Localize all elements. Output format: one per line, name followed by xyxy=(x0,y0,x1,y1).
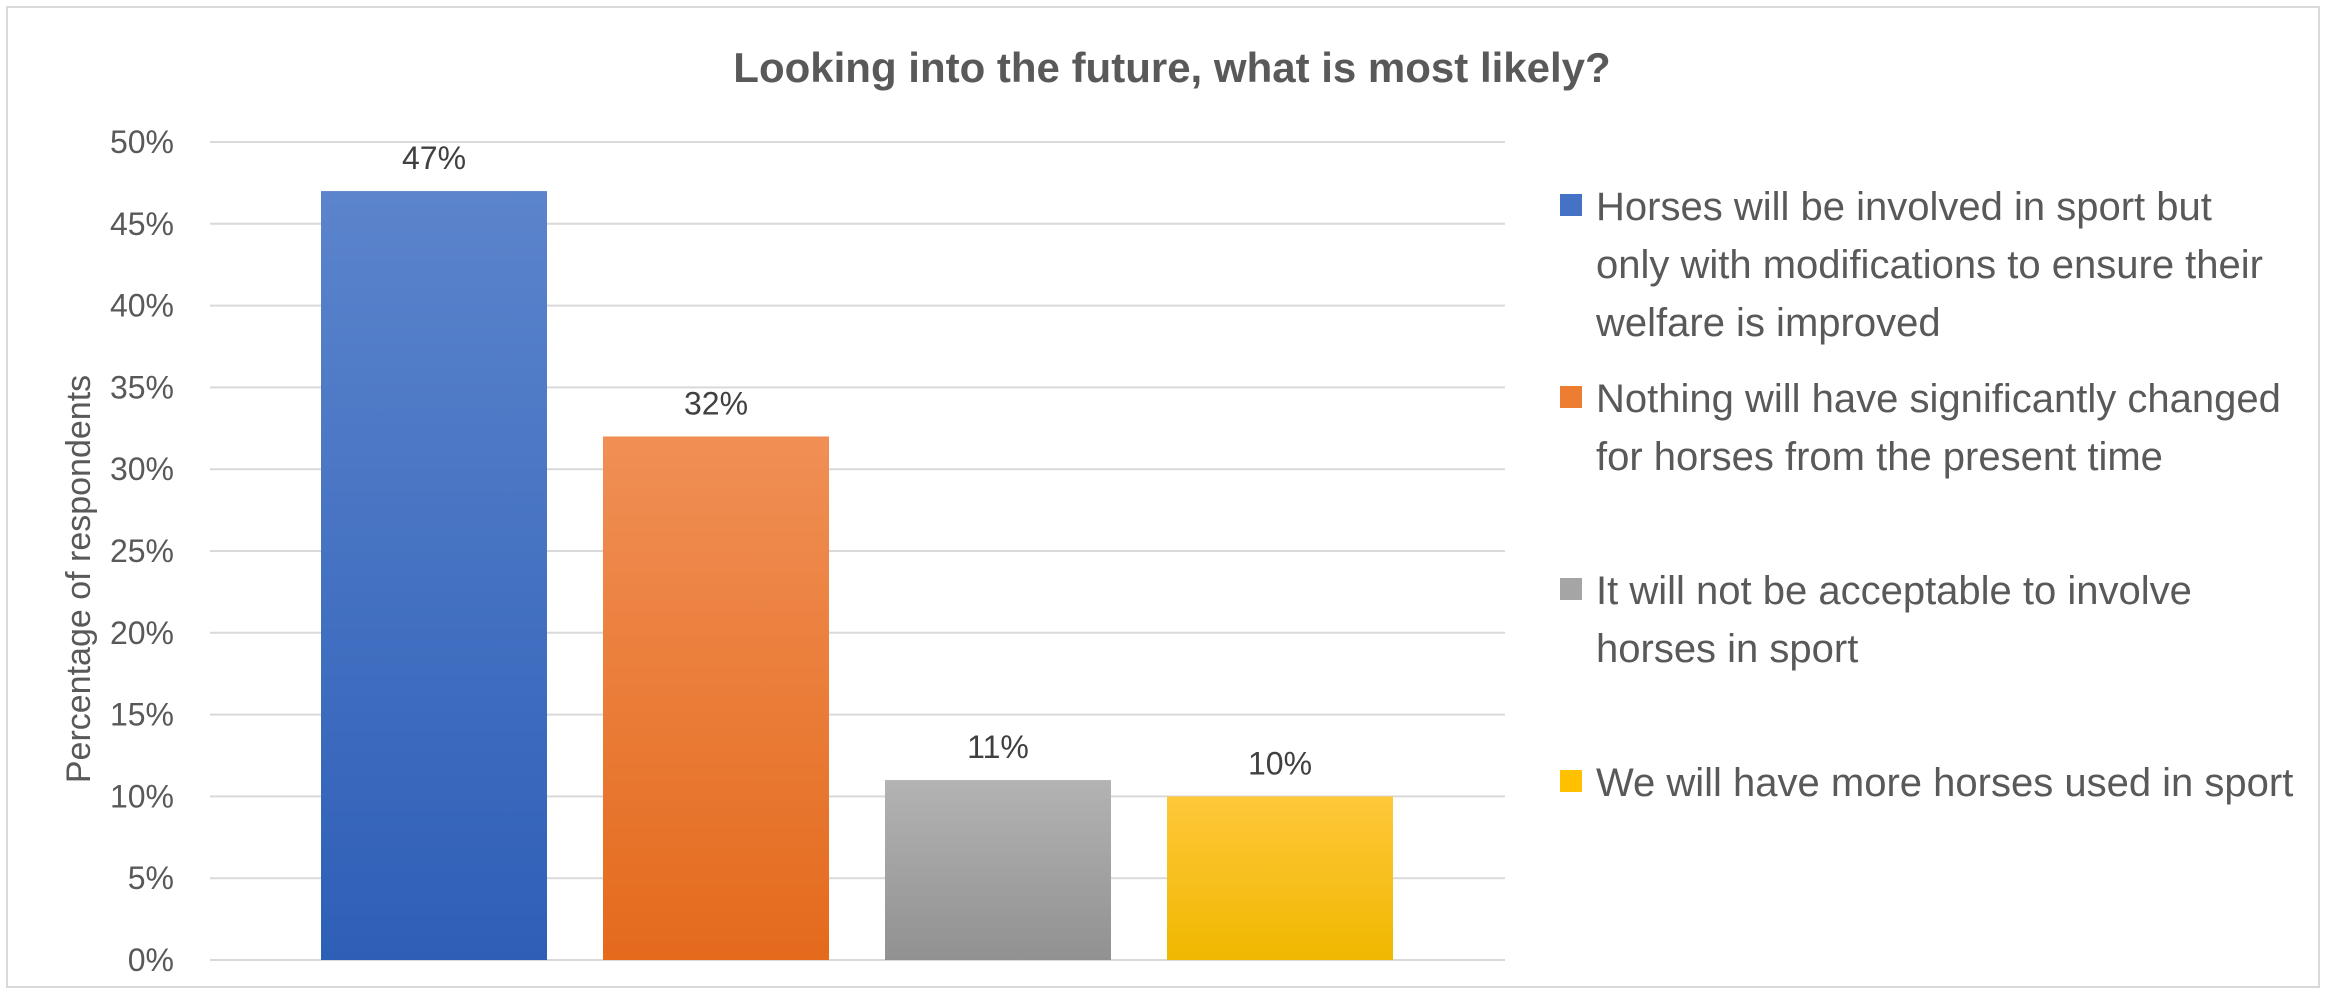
bar-1 xyxy=(321,191,547,960)
y-tick-label: 15% xyxy=(110,697,174,733)
y-tick-label: 30% xyxy=(110,451,174,487)
legend-swatch-1 xyxy=(1560,194,1582,216)
legend-swatch-2 xyxy=(1560,386,1582,408)
y-tick-label: 35% xyxy=(110,369,174,405)
y-tick-label: 10% xyxy=(110,778,174,814)
legend-item-1: Horses will be involved in sport but onl… xyxy=(1560,178,2296,352)
y-tick-label: 50% xyxy=(110,124,174,160)
y-axis-label: Percentage of respondents xyxy=(60,375,98,783)
bars xyxy=(321,191,1393,961)
legend-item-4: We will have more horses used in sport xyxy=(1560,754,2296,812)
data-label-4: 10% xyxy=(1248,745,1312,781)
y-tick-label: 40% xyxy=(110,288,174,324)
data-label-3: 11% xyxy=(967,729,1029,765)
y-tick-label: 0% xyxy=(128,942,174,978)
data-label-2: 32% xyxy=(684,385,748,421)
legend-label-1: Horses will be involved in sport but onl… xyxy=(1596,185,2263,345)
legend-label-4: We will have more horses used in sport xyxy=(1596,761,2294,805)
legend-swatch-4 xyxy=(1560,770,1582,792)
bar-4 xyxy=(1167,796,1393,960)
legend-label-3: It will not be acceptable to involve hor… xyxy=(1596,569,2192,671)
y-axis-ticks: 0% 5% 10% 15% 20% 25% 30% 35% 40% 45% 50% xyxy=(110,124,174,978)
chart-title: Looking into the future, what is most li… xyxy=(733,44,1610,91)
y-tick-label: 20% xyxy=(110,615,174,651)
bar-3 xyxy=(885,780,1111,960)
legend-item-3: It will not be acceptable to involve hor… xyxy=(1560,562,2296,678)
data-label-1: 47% xyxy=(402,140,466,176)
legend-label-2: Nothing will have significantly changed … xyxy=(1596,377,2281,479)
data-labels: 47% 32% 11% 10% xyxy=(402,140,1312,781)
bar-2 xyxy=(603,436,829,961)
legend-swatch-3 xyxy=(1560,578,1582,600)
y-tick-label: 45% xyxy=(110,206,174,242)
legend-item-2: Nothing will have significantly changed … xyxy=(1560,370,2296,486)
y-tick-label: 25% xyxy=(110,533,174,569)
y-tick-label: 5% xyxy=(128,860,174,896)
